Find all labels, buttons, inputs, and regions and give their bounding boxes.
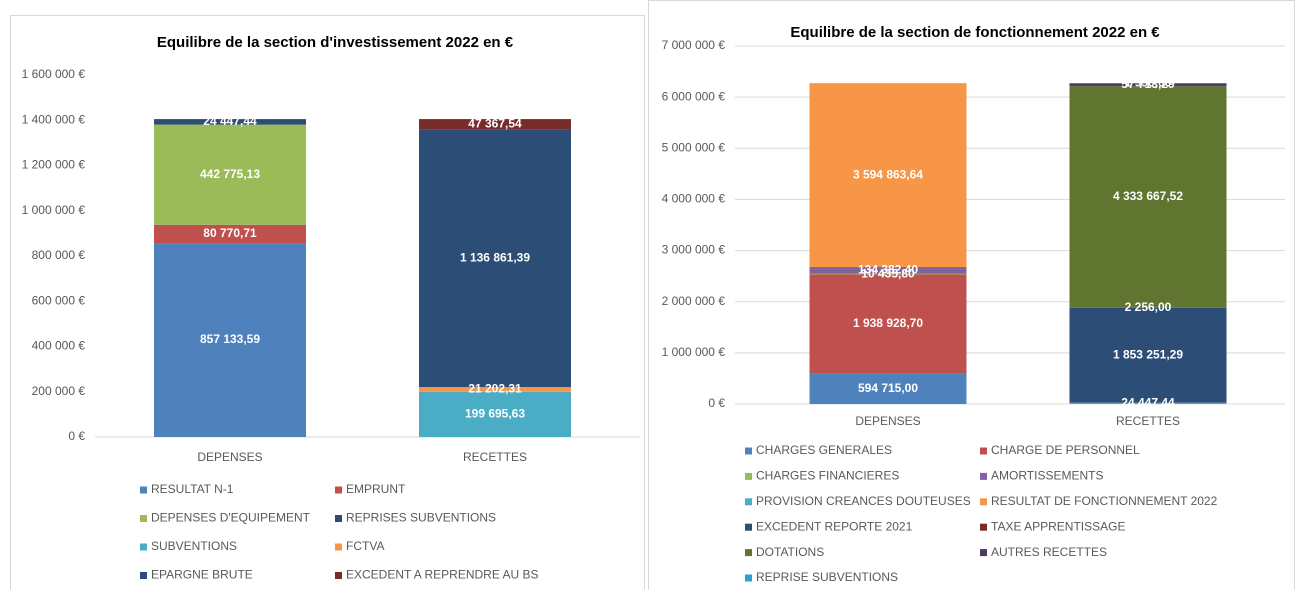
legend-label: CHARGES GENERALES xyxy=(756,443,892,457)
legend-swatch xyxy=(980,523,987,531)
y-tick-label: 1 400 000 € xyxy=(22,112,86,126)
data-label: 1 853 251,29 xyxy=(1113,348,1183,362)
bar-segment xyxy=(809,273,967,275)
legend-label: REPRISE SUBVENTIONS xyxy=(756,570,898,584)
y-tick-label: 600 000 € xyxy=(32,293,86,307)
legend-label: EMPRUNT xyxy=(346,482,406,496)
data-label: 1 990,00 xyxy=(1125,75,1172,89)
y-tick-label: 800 000 € xyxy=(32,248,86,262)
legend-swatch xyxy=(980,472,987,480)
legend-swatch xyxy=(335,572,342,579)
data-label: 80 770,71 xyxy=(203,226,257,240)
data-label: 47 367,54 xyxy=(468,117,522,131)
y-tick-label: 1 600 000 € xyxy=(22,67,86,81)
legend-swatch xyxy=(745,574,752,582)
chart-title: Equilibre de la section d'investissement… xyxy=(157,34,514,51)
legend-swatch xyxy=(335,486,342,494)
y-tick-label: 200 000 € xyxy=(32,384,86,398)
data-label: 594 715,00 xyxy=(858,381,918,395)
legend-label: CHARGE DE PERSONNEL xyxy=(991,443,1140,457)
legend-swatch xyxy=(140,572,147,579)
data-label: 1 136 861,39 xyxy=(460,251,530,265)
y-tick-label: 4 000 000 € xyxy=(662,192,726,206)
data-label: 3 594 863,64 xyxy=(853,167,923,181)
legend-label: DEPENSES D'EQUIPEMENT xyxy=(151,511,311,525)
bar-segment xyxy=(419,119,571,130)
legend-label: FCTVA xyxy=(346,539,384,553)
legend-swatch xyxy=(140,486,147,494)
data-label: 24 447,44 xyxy=(203,114,257,128)
y-tick-label: 400 000 € xyxy=(32,339,86,353)
legend-swatch xyxy=(745,447,752,455)
bar-segment xyxy=(419,391,571,437)
legend-label: AMORTISSEMENTS xyxy=(991,469,1103,483)
y-tick-label: 6 000 000 € xyxy=(662,89,726,103)
legend-swatch xyxy=(980,549,987,557)
legend-label: EXCEDENT A REPRENDRE AU BS xyxy=(346,568,539,582)
legend-swatch xyxy=(140,515,147,522)
legend-label: PROVISION CREANCES DOUTEUSES xyxy=(756,494,971,508)
y-tick-label: 1 000 000 € xyxy=(662,345,726,359)
chart-title: Equilibre de la section de fonctionnemen… xyxy=(790,24,1160,41)
x-tick-label: RECETTES xyxy=(463,450,527,464)
bar-segment xyxy=(809,83,967,268)
legend-label: REPRISES SUBVENTIONS xyxy=(346,511,496,525)
y-tick-label: 0 € xyxy=(708,396,725,410)
legend-swatch xyxy=(745,523,752,531)
data-label: 57 713,29 xyxy=(1121,77,1175,91)
legend-swatch xyxy=(140,543,147,551)
legend-label: DOTATIONS xyxy=(756,545,824,559)
y-tick-label: 0 € xyxy=(68,429,85,443)
bar-segment xyxy=(1069,402,1227,404)
legend-swatch xyxy=(335,515,342,522)
bar-segment xyxy=(154,224,306,244)
data-label: 24 447,44 xyxy=(1121,396,1175,410)
y-tick-label: 1 000 000 € xyxy=(22,203,86,217)
x-tick-label: DEPENSES xyxy=(855,414,920,428)
bar-segment xyxy=(154,243,306,437)
y-tick-label: 5 000 000 € xyxy=(662,140,726,154)
legend-swatch xyxy=(745,472,752,480)
data-label: 134 382,40 xyxy=(858,263,918,277)
legend-swatch xyxy=(745,549,752,557)
bar-segment xyxy=(154,124,306,225)
legend-label: EPARGNE BRUTE xyxy=(151,568,253,582)
bar-segment xyxy=(1069,83,1227,87)
data-label: 442 775,13 xyxy=(200,167,260,181)
bar-segment xyxy=(809,373,967,404)
legend-swatch xyxy=(335,543,342,551)
legend-label: RESULTAT N-1 xyxy=(151,482,234,496)
legend-label: TAXE APPRENTISSAGE xyxy=(991,519,1125,533)
legend-label: EXCEDENT REPORTE 2021 xyxy=(756,519,913,533)
legend-swatch xyxy=(980,498,987,506)
data-label: 21 202,31 xyxy=(468,382,522,396)
bar-segment xyxy=(809,267,967,274)
legend-swatch xyxy=(980,447,987,455)
legend-label: AUTRES RECETTES xyxy=(991,545,1107,559)
data-label: 199 695,63 xyxy=(465,407,525,421)
data-label: 1 938 928,70 xyxy=(853,316,923,330)
x-tick-label: RECETTES xyxy=(1116,414,1180,428)
legend-label: RESULTAT DE FONCTIONNEMENT 2022 xyxy=(991,494,1218,508)
y-tick-label: 7 000 000 € xyxy=(662,38,726,52)
bar-segment xyxy=(809,274,967,374)
data-label: 10 435,80 xyxy=(861,266,915,280)
bar-segment xyxy=(154,119,306,125)
legend-label: CHARGES FINANCIERES xyxy=(756,469,899,483)
legend-swatch xyxy=(745,498,752,506)
bar-segment xyxy=(1069,86,1227,308)
data-label: 857 133,59 xyxy=(200,332,260,346)
y-tick-label: 1 200 000 € xyxy=(22,158,86,172)
x-tick-label: DEPENSES xyxy=(197,450,262,464)
y-tick-label: 2 000 000 € xyxy=(662,294,726,308)
data-label: 2 256,00 xyxy=(1125,300,1172,314)
bar-segment xyxy=(419,129,571,388)
legend-label: SUBVENTIONS xyxy=(151,539,237,553)
bar-segment xyxy=(419,387,571,392)
data-label: 4 333 667,52 xyxy=(1113,189,1183,203)
y-tick-label: 3 000 000 € xyxy=(662,243,726,257)
bar-segment xyxy=(1069,307,1227,403)
